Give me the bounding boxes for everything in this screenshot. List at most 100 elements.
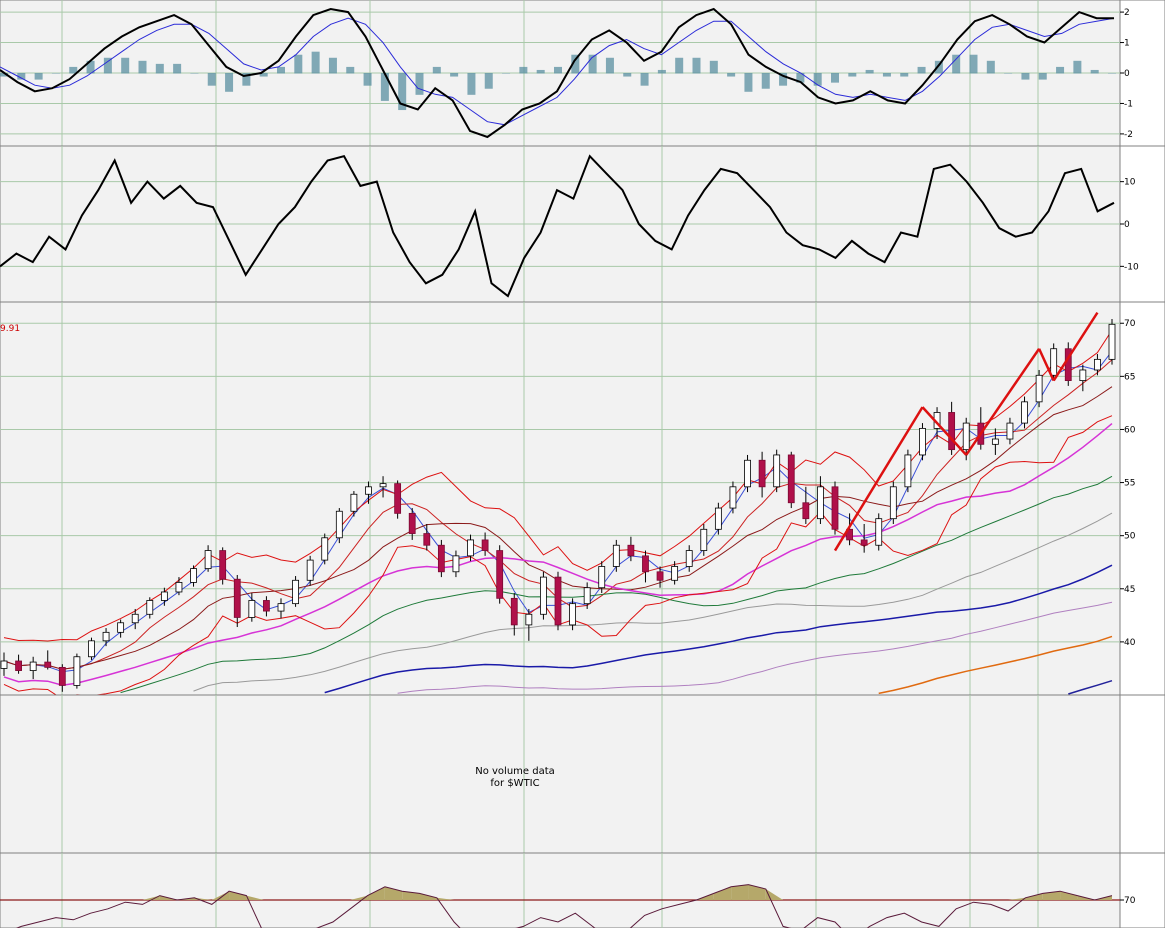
candle-body bbox=[744, 459, 751, 488]
candle-body bbox=[102, 631, 110, 642]
trend-line bbox=[1037, 348, 1055, 382]
histogram-bar bbox=[882, 73, 891, 77]
volume-panel bbox=[0, 694, 1121, 854]
ma-orange-line bbox=[878, 635, 1113, 695]
rsi-overbought-fill bbox=[367, 886, 385, 900]
histogram-bar bbox=[727, 73, 736, 77]
rsi-overbought-fill bbox=[1042, 891, 1061, 900]
candle-body bbox=[423, 533, 431, 546]
price-panel bbox=[0, 301, 1121, 696]
candle-body bbox=[889, 486, 897, 520]
candle-body bbox=[408, 512, 416, 534]
volume-axis-strip bbox=[1119, 694, 1165, 854]
rsi-overbought-fill bbox=[1060, 891, 1078, 900]
candle-body bbox=[831, 486, 839, 530]
candle-body bbox=[802, 502, 810, 520]
ma-green-line bbox=[120, 475, 1113, 694]
histogram-bar bbox=[190, 73, 199, 74]
rsi-overbought-fill bbox=[384, 886, 403, 900]
histogram-bar bbox=[519, 66, 528, 74]
candle-body bbox=[496, 550, 504, 599]
trend-line bbox=[1052, 311, 1099, 382]
histogram-bar bbox=[1004, 73, 1013, 74]
candle-body bbox=[991, 438, 999, 445]
histogram-bar bbox=[813, 73, 822, 86]
candle-body bbox=[510, 597, 518, 626]
trend-line bbox=[921, 406, 968, 456]
histogram-bar bbox=[155, 63, 164, 74]
candle-body bbox=[1050, 348, 1058, 376]
candle-body bbox=[817, 486, 824, 520]
rsi-overbought-fill bbox=[142, 895, 160, 900]
histogram-bar bbox=[294, 54, 303, 74]
trend-line bbox=[833, 406, 924, 552]
ma-lavender-line bbox=[397, 601, 1113, 694]
histogram-bar bbox=[779, 73, 788, 86]
candle-body bbox=[219, 550, 227, 580]
oscillator-tick-label: 2 bbox=[1124, 8, 1130, 18]
histogram-bar bbox=[86, 60, 95, 74]
roc-tick-label: 10 bbox=[1124, 178, 1136, 188]
rsi-panel bbox=[0, 852, 1121, 929]
oscillator-tick-label: -1 bbox=[1124, 99, 1133, 109]
histogram-bar bbox=[346, 66, 355, 74]
candle-body bbox=[860, 539, 868, 546]
price-tick-label: 45 bbox=[1124, 585, 1135, 595]
ma-navy-line bbox=[1068, 679, 1113, 695]
histogram-bar bbox=[831, 73, 839, 83]
candle-body bbox=[394, 483, 402, 514]
trend-line bbox=[965, 348, 1041, 456]
candle-body bbox=[729, 486, 737, 509]
rsi-overbought-fill bbox=[1025, 893, 1043, 900]
price-tick-label: 70 bbox=[1124, 319, 1136, 329]
histogram-bar bbox=[432, 66, 441, 74]
roc-line bbox=[0, 154, 1115, 298]
histogram-bar bbox=[1056, 66, 1065, 74]
rsi-overbought-fill bbox=[211, 891, 230, 900]
candle-body bbox=[700, 528, 708, 551]
histogram-bar bbox=[467, 73, 476, 95]
signal-line bbox=[0, 17, 1115, 126]
candle-body bbox=[685, 550, 693, 567]
candle-body bbox=[612, 544, 620, 567]
price-axis-strip bbox=[1119, 301, 1165, 696]
candle-body bbox=[277, 603, 285, 612]
price-tick-label: 65 bbox=[1124, 372, 1135, 382]
volume-message-line1: No volume data bbox=[475, 766, 555, 777]
histogram-bar bbox=[242, 73, 251, 86]
candle-body bbox=[335, 510, 343, 539]
candle-body bbox=[0, 660, 8, 669]
upper-band-line bbox=[3, 329, 1113, 642]
candle-body bbox=[452, 555, 460, 573]
rsi-tick-label: 70 bbox=[1124, 896, 1136, 906]
candle-body bbox=[248, 600, 256, 618]
candle-body bbox=[1108, 323, 1116, 360]
histogram-bar bbox=[1021, 73, 1030, 80]
candle-body bbox=[321, 537, 329, 561]
candle-body bbox=[365, 486, 372, 495]
oscillator-tick-label: 0 bbox=[1124, 69, 1130, 79]
histogram-bar bbox=[709, 60, 718, 74]
histogram-bar bbox=[744, 73, 753, 92]
histogram-bar bbox=[363, 73, 372, 86]
histogram-bar bbox=[34, 73, 43, 80]
histogram-bar bbox=[917, 66, 926, 74]
histogram-bar bbox=[865, 69, 874, 74]
candle-body bbox=[350, 493, 358, 512]
histogram-bar bbox=[640, 73, 649, 86]
candle-body bbox=[875, 518, 883, 546]
rsi-overbought-fill bbox=[748, 884, 766, 900]
candle-body bbox=[642, 555, 649, 573]
candle-body bbox=[627, 544, 635, 557]
price-tick-label: 50 bbox=[1124, 532, 1136, 542]
histogram-bar bbox=[657, 69, 666, 74]
candle-body bbox=[88, 640, 95, 658]
histogram-bar bbox=[17, 73, 26, 80]
candle-body bbox=[190, 568, 197, 583]
histogram-bar bbox=[588, 54, 597, 74]
candle-body bbox=[554, 576, 562, 626]
price-tick-label: 40 bbox=[1124, 638, 1136, 648]
roc-tick-label: 0 bbox=[1124, 220, 1130, 230]
rsi-line bbox=[5, 884, 1113, 932]
